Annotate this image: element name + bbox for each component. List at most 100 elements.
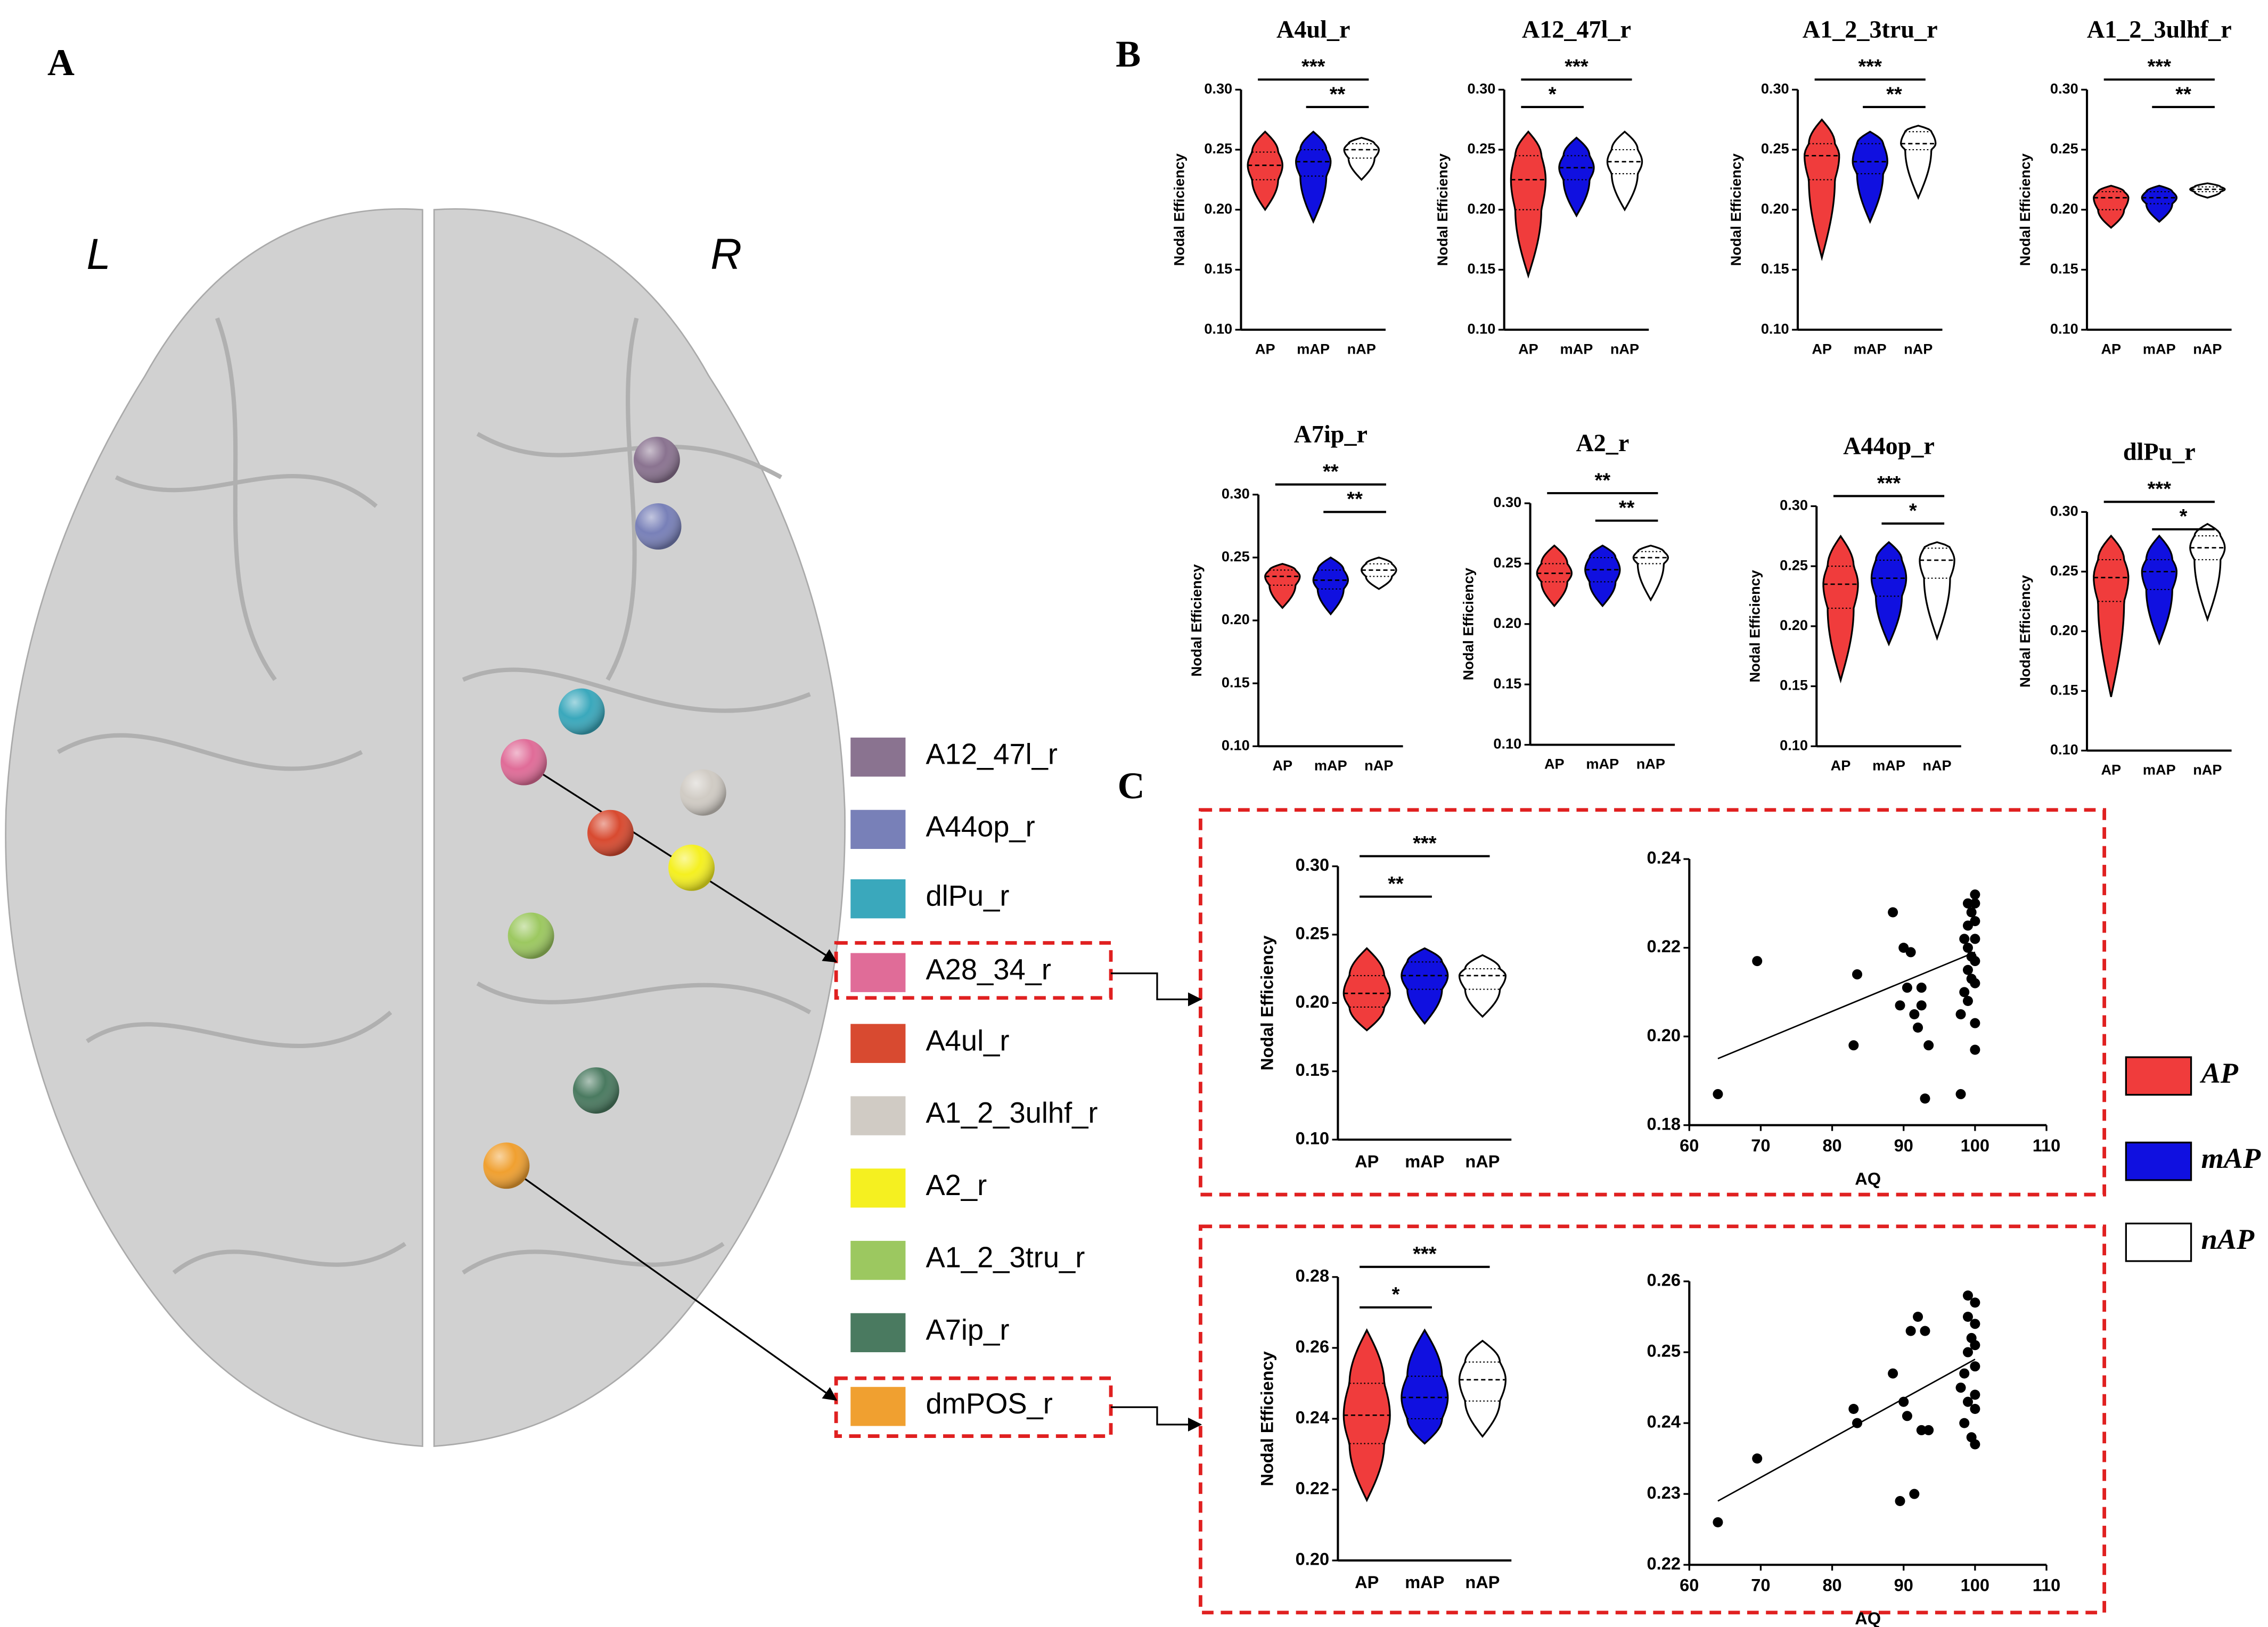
y-tick-label: 0.10 [1780, 737, 1808, 753]
sig-label: * [1392, 1283, 1400, 1306]
scatter-point [1959, 1368, 1970, 1379]
x-tick-label: 110 [2033, 1136, 2061, 1155]
scatter-point [1970, 1297, 1980, 1308]
chart: 0.10 0.15 0.20 0.25 0.30 A1_2_3tru_r Nodal Eff… [1727, 15, 1943, 357]
x-tick-label: AP [1831, 757, 1851, 773]
scatter-point [1916, 1425, 1927, 1435]
scatter-point [1962, 943, 1973, 953]
violin-body [2141, 184, 2178, 223]
x-tick-label: 90 [1894, 1136, 1913, 1155]
scatter-point [1970, 1044, 1980, 1055]
scatter-point [1970, 1018, 1980, 1028]
violin-body [1343, 136, 1380, 181]
y-tick-label: 0.15 [2050, 682, 2078, 698]
x-tick-label: nAP [1364, 757, 1393, 773]
y-tick-label: 0.25 [1761, 140, 1789, 157]
y-tick-label: 0.20 [1468, 200, 1496, 217]
y-tick-label: 0.15 [1296, 1060, 1329, 1080]
chart-title: A12_47l_r [1522, 15, 1631, 43]
scatter-point [1920, 1093, 1930, 1104]
sphere-shine [587, 810, 634, 856]
y-tick-label: 0.20 [1222, 611, 1250, 627]
y-tick-label: 0.25 [1493, 554, 1521, 571]
group-swatch [2125, 1056, 2192, 1096]
scatter-point [1970, 1340, 1980, 1351]
violin-body [1401, 1328, 1449, 1445]
x-tick-label: AP [1355, 1152, 1379, 1171]
x-axis-label: AQ [1855, 1609, 1881, 1627]
scatter-point [1920, 1326, 1930, 1336]
scatter-point [1909, 1489, 1920, 1499]
scatter-point [1970, 1361, 1980, 1372]
chart-title: dlPu_r [2123, 438, 2196, 465]
x-tick-label: nAP [1922, 757, 1951, 773]
x-tick-label: 60 [1680, 1136, 1699, 1155]
x-tick-label: 100 [1961, 1576, 1989, 1595]
violin-body [2141, 534, 2177, 646]
violin-body [2189, 522, 2226, 622]
sig-label: ** [1323, 461, 1339, 483]
scatter-point [1962, 1347, 1973, 1358]
y-tick-label: 0.30 [2050, 502, 2078, 519]
y-tick-label: 0.25 [2050, 562, 2078, 578]
scatter-point [1913, 1022, 1923, 1033]
scatter-point [1959, 987, 1970, 998]
x-tick-label: 70 [1751, 1136, 1770, 1155]
x-tick-label: mAP [1854, 340, 1887, 357]
sig-label: ** [2175, 83, 2191, 105]
y-tick-label: 0.20 [1296, 1550, 1329, 1569]
y-tick-label: 0.10 [1761, 320, 1789, 337]
x-tick-label: mAP [1314, 757, 1347, 773]
legend-label: dlPu_r [926, 880, 1009, 912]
sig-label: ** [1347, 488, 1363, 511]
legend-swatch [850, 810, 906, 849]
sig-label: * [1909, 500, 1917, 522]
scatter-point [1923, 1425, 1934, 1435]
scatter-point [1905, 947, 1916, 958]
y-tick-label: 0.30 [1204, 80, 1232, 97]
sig-label: ** [1388, 873, 1404, 895]
violin-body [1822, 534, 1859, 684]
scatter-point [1713, 1089, 1723, 1099]
y-tick-label: 0.24 [1296, 1408, 1329, 1427]
scatter-point [1913, 1312, 1923, 1322]
violin-body [2093, 534, 2130, 697]
scatter-point [1916, 983, 1927, 993]
scatter-point [1970, 1403, 1980, 1414]
scatter-point [1895, 1000, 1905, 1011]
y-tick-label: 0.25 [2050, 140, 2078, 157]
x-tick-label: mAP [2143, 340, 2176, 357]
y-tick-label: 0.30 [2050, 80, 2078, 97]
chart: 0.10 0.15 0.20 0.25 0.30 A12_47l_r Nodal Effic… [1434, 15, 1649, 357]
scatter-point [1962, 898, 1973, 909]
legend-swatch [850, 1096, 906, 1135]
sphere-shine [572, 1067, 619, 1114]
sphere-shine [483, 1142, 530, 1189]
sphere-shine [668, 844, 715, 891]
trend-line [1717, 1359, 1976, 1502]
scatter-point [1909, 1009, 1920, 1020]
scatter-point [1713, 1517, 1723, 1527]
x-tick-label: nAP [1347, 340, 1376, 357]
y-tick-label: 0.20 [2050, 622, 2078, 639]
violin-body [1870, 541, 1907, 647]
scatter-point [1752, 956, 1763, 967]
legend-swatch [850, 1168, 906, 1208]
x-tick-label: nAP [2193, 762, 2222, 778]
y-tick-label: 0.30 [1296, 855, 1329, 874]
y-tick-label: 0.24 [1647, 1412, 1681, 1432]
y-tick-label: 0.30 [1222, 485, 1250, 502]
scatter-point [1955, 1089, 1966, 1099]
violin-body [1264, 562, 1301, 609]
scatter-point [1848, 1040, 1859, 1051]
scatter-point [1962, 996, 1973, 1007]
y-tick-label: 0.30 [1493, 494, 1521, 510]
chart-title: A4ul_r [1276, 15, 1350, 43]
sig-label: *** [1877, 472, 1901, 495]
violin-body [1804, 118, 1840, 261]
scatter-point [1955, 1383, 1966, 1393]
scatter-point [1888, 1368, 1898, 1379]
sphere-shine [679, 769, 726, 816]
scatter-point [1902, 1411, 1912, 1421]
scatter-point [1752, 1453, 1763, 1464]
